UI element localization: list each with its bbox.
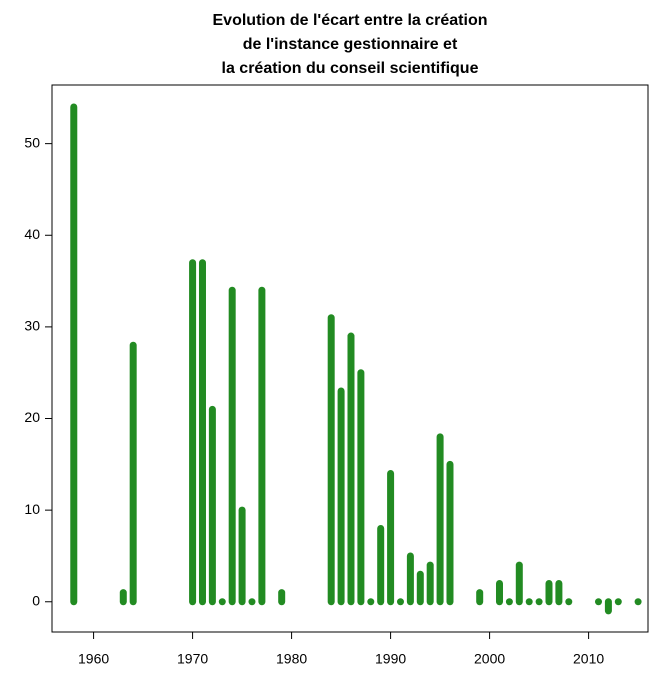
y-tick-label: 50 (24, 134, 40, 150)
y-tick-label: 30 (24, 318, 40, 334)
x-tick-label: 1960 (78, 651, 109, 667)
x-tick-label: 1990 (375, 651, 406, 667)
plot-box (51, 84, 649, 633)
chart-title: la création du conseil scientifique (222, 60, 479, 77)
y-tick-label: 10 (24, 501, 40, 517)
chart-title: de l'instance gestionnaire et (243, 36, 458, 53)
chart-title: Evolution de l'écart entre la création (213, 12, 488, 29)
x-tick-label: 1980 (276, 651, 307, 667)
x-tick-label: 1970 (177, 651, 208, 667)
y-tick-label: 40 (24, 226, 40, 242)
y-tick-label: 0 (32, 592, 40, 608)
x-tick-label: 2010 (573, 651, 604, 667)
y-tick-label: 20 (24, 409, 40, 425)
x-tick-label: 2000 (474, 651, 505, 667)
